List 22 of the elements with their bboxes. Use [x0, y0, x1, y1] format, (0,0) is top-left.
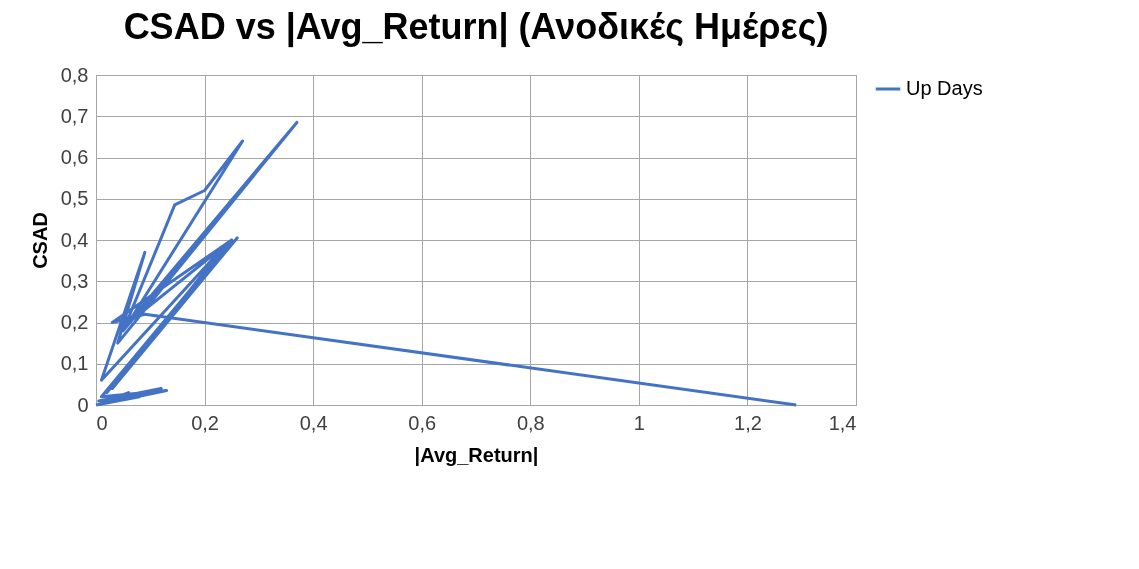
chart-title: CSAD vs |Avg_Return| (Ανοδικές Ημέρες): [123, 6, 829, 48]
line-series: [94, 120, 798, 407]
x-axis-title: |Avg_Return|: [414, 443, 539, 466]
x-tick-label: 0: [96, 411, 108, 434]
y-tick-label: 0,7: [60, 104, 89, 127]
x-tick-label: 1,2: [734, 411, 762, 434]
x-tick-label: 0,6: [408, 411, 437, 434]
y-tick-label: 0,6: [60, 146, 89, 168]
x-tick-label: 1,4: [828, 411, 857, 434]
x-tick-label: 0,4: [299, 411, 328, 434]
y-axis-title: CSAD: [28, 212, 51, 269]
y-tick-label: 0,4: [60, 228, 89, 251]
x-tick-label: 0,2: [191, 411, 219, 434]
legend-label: Up Days: [906, 77, 983, 99]
y-tick-label: 0,8: [60, 63, 89, 86]
y-tick-label: 0,1: [60, 352, 89, 375]
y-tick-label: 0,5: [60, 187, 89, 210]
y-tick-label: 0: [77, 393, 89, 416]
x-tick-label: 1: [633, 411, 645, 434]
y-tick-label: 0,3: [60, 269, 89, 292]
y-tick-label: 0,2: [60, 311, 89, 333]
x-tick-label: 0,8: [516, 411, 545, 434]
